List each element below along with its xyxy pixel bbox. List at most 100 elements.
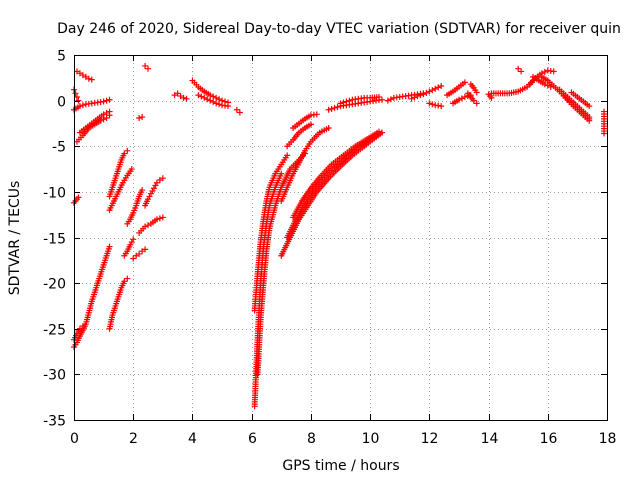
series-arc-deep-1 (71, 243, 113, 350)
y-tick-label: -25 (43, 323, 66, 339)
data-point (224, 103, 231, 110)
data-point (423, 89, 430, 96)
series-arc-early-4 (73, 112, 113, 145)
y-tick-label: -5 (52, 140, 66, 156)
series-arc-7-9 (601, 108, 608, 137)
data-point (136, 250, 143, 257)
data-point (429, 87, 436, 94)
data-point (461, 93, 468, 100)
y-axis-title: SDTVAR / TECUs (7, 181, 23, 296)
data-point (541, 68, 548, 75)
data-point (586, 115, 593, 122)
series-arc-3-1 (171, 90, 190, 102)
data-point (544, 82, 551, 89)
data-point (159, 175, 166, 182)
series-arc-6-6 (444, 79, 468, 99)
x-tick-label: 0 (70, 431, 79, 447)
data-point (213, 94, 220, 101)
data-point (438, 83, 445, 90)
data-point (106, 108, 113, 115)
x-tick-label: 16 (540, 431, 558, 447)
data-point (145, 65, 152, 72)
data-point (420, 91, 427, 98)
data-point (346, 97, 353, 104)
data-point (145, 222, 152, 229)
data-point (236, 109, 243, 116)
data-point (375, 128, 382, 135)
y-tick-label: 0 (57, 95, 66, 111)
series-arc-2-10 (142, 62, 152, 72)
data-point (139, 187, 146, 194)
data-point (75, 194, 82, 201)
data-point (378, 96, 385, 103)
data-point (337, 100, 344, 107)
series-arc-6-5 (426, 100, 445, 110)
data-point (426, 100, 433, 107)
series-arc-early-2 (73, 68, 95, 83)
y-tick-label: -30 (43, 368, 66, 384)
data-point (375, 93, 382, 100)
data-point (207, 92, 214, 99)
series-arc-6-4 (408, 83, 445, 102)
data-point (124, 147, 131, 154)
data-point (130, 255, 137, 262)
series-arc-4-4 (278, 125, 332, 204)
data-point (233, 106, 240, 113)
data-point (153, 216, 160, 223)
axis-ticks: 0 2 4 6 8 10 12 14 16 18 5 0 -5 -10 -15 -20 -25 -30 -35 (43, 49, 616, 448)
series-arc-3-2 (189, 77, 231, 106)
data-point (106, 96, 113, 103)
x-tick-label: 14 (481, 431, 499, 447)
x-tick-label: 12 (421, 431, 439, 447)
data-point (100, 98, 107, 105)
series-arc-2-4 (124, 187, 146, 227)
data-point (455, 96, 462, 103)
data-point (103, 97, 110, 104)
series-arc-2-6 (130, 246, 149, 262)
data-point (153, 179, 160, 186)
x-tick-label: 10 (362, 431, 380, 447)
data-point (518, 68, 525, 75)
data-point (547, 83, 554, 90)
data-point (103, 114, 110, 121)
data-point (417, 92, 424, 99)
chart-title: Day 246 of 2020, Sidereal Day-to-day VTE… (57, 21, 621, 37)
data-point (426, 88, 433, 95)
data-point (159, 214, 166, 221)
data-point (216, 101, 223, 108)
data-point (278, 170, 285, 177)
data-point (210, 93, 217, 100)
data-point (473, 100, 480, 107)
data-point (458, 95, 465, 102)
series-arc-7-4 (529, 73, 554, 90)
data-point (152, 182, 159, 189)
series-arc-2-5 (121, 236, 137, 259)
data-point (180, 94, 187, 101)
data-point (103, 109, 110, 116)
data-point (307, 121, 314, 128)
data-point (408, 95, 415, 102)
data-point (88, 76, 95, 83)
data-point (331, 104, 338, 111)
data-point (142, 62, 149, 69)
data-point (432, 85, 439, 92)
data-point (174, 90, 181, 97)
data-point (473, 89, 480, 96)
series-arc-2-3 (106, 166, 135, 214)
series-arc-2-8 (142, 175, 166, 209)
data-point (139, 114, 146, 121)
series-arc-2-2 (106, 147, 131, 200)
series-arc-2-1 (106, 275, 131, 332)
data-point (384, 97, 391, 104)
y-tick-label: -35 (43, 414, 66, 430)
data-point (76, 325, 83, 332)
data-point (106, 243, 113, 250)
data-point (340, 99, 347, 106)
data-point (414, 93, 421, 100)
x-tick-label: 18 (599, 431, 617, 447)
series-arc-early-5 (76, 108, 113, 136)
data-point (328, 105, 335, 112)
data-point (198, 93, 205, 100)
data-points (71, 62, 608, 410)
data-point (601, 130, 608, 137)
